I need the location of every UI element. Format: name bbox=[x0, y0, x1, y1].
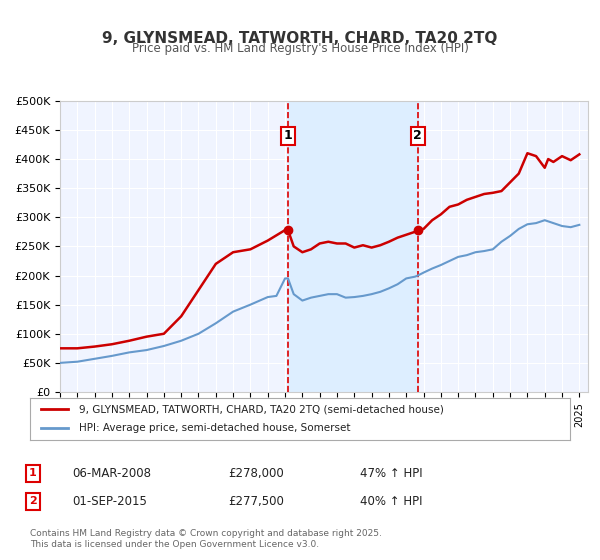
Text: 9, GLYNSMEAD, TATWORTH, CHARD, TA20 2TQ: 9, GLYNSMEAD, TATWORTH, CHARD, TA20 2TQ bbox=[103, 31, 497, 46]
Text: 40% ↑ HPI: 40% ↑ HPI bbox=[360, 494, 422, 508]
Text: 06-MAR-2008: 06-MAR-2008 bbox=[72, 466, 151, 480]
Text: £277,500: £277,500 bbox=[228, 494, 284, 508]
Text: 1: 1 bbox=[29, 468, 37, 478]
Text: 2: 2 bbox=[29, 496, 37, 506]
Text: HPI: Average price, semi-detached house, Somerset: HPI: Average price, semi-detached house,… bbox=[79, 423, 350, 433]
Text: 2: 2 bbox=[413, 129, 422, 142]
Text: Price paid vs. HM Land Registry's House Price Index (HPI): Price paid vs. HM Land Registry's House … bbox=[131, 42, 469, 55]
Text: £278,000: £278,000 bbox=[228, 466, 284, 480]
Text: Contains HM Land Registry data © Crown copyright and database right 2025.
This d: Contains HM Land Registry data © Crown c… bbox=[30, 529, 382, 549]
Text: 9, GLYNSMEAD, TATWORTH, CHARD, TA20 2TQ (semi-detached house): 9, GLYNSMEAD, TATWORTH, CHARD, TA20 2TQ … bbox=[79, 404, 443, 414]
Text: 47% ↑ HPI: 47% ↑ HPI bbox=[360, 466, 422, 480]
Text: 01-SEP-2015: 01-SEP-2015 bbox=[72, 494, 147, 508]
Bar bbox=[288, 101, 418, 392]
Text: 1: 1 bbox=[284, 129, 292, 142]
